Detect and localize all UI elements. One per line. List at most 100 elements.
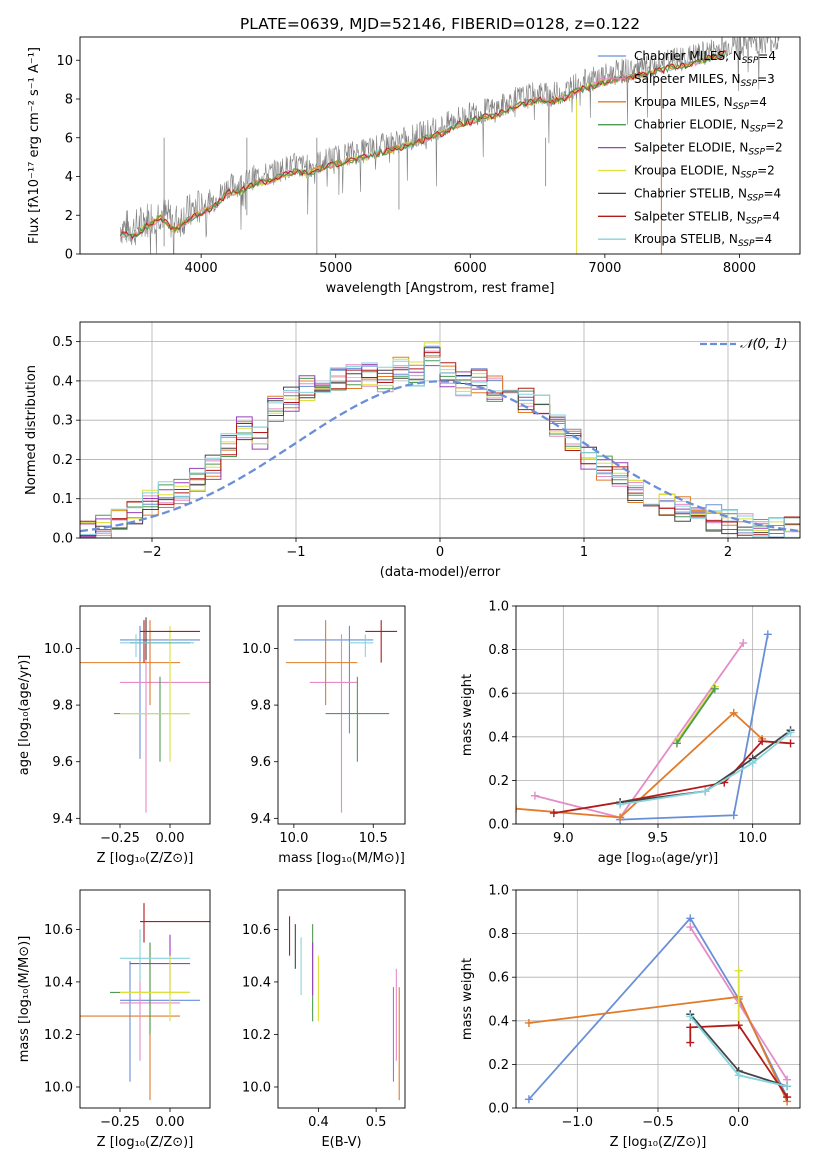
spectrum-title: PLATE=0639, MJD=52146, FIBERID=0128, z=0… (240, 15, 640, 33)
legend-entry: Chabrier ELODIE, NSSP=2 (634, 118, 784, 135)
series-line-kroupa_stelib (619, 731, 792, 806)
x-tick-label: 0.00 (156, 831, 185, 846)
legend-entry: Kroupa MILES, NSSP=4 (634, 95, 767, 112)
marker-salpeter_stelib (549, 809, 558, 818)
y-axis-label: age [log₁₀(age/yr)] (17, 655, 32, 776)
x-tick-label: 7000 (588, 261, 621, 276)
marker-chabrier_miles (524, 1095, 533, 1104)
x-tick-label: 1 (580, 545, 588, 560)
legend-entry: Chabrier MILES, NSSP=4 (634, 49, 776, 66)
age_vs_mass-plot (285, 620, 398, 813)
marker-kroupa_stelib (734, 1071, 743, 1080)
x-tick-label: 0 (436, 545, 444, 560)
age_vs_Z-frame (79, 605, 211, 825)
marker-kroupa_stelib (616, 800, 625, 809)
marker-salpeter_stelib (783, 1093, 792, 1102)
y-axis-label: Flux [fλ10⁻¹⁷ erg cm⁻² s⁻¹ A⁻¹] (27, 47, 42, 244)
x-tick-label: 5000 (319, 261, 352, 276)
y-tick-label: 9.4 (52, 812, 73, 827)
series-line-chabrier_stelib (619, 729, 792, 804)
y-tick-label: 4 (65, 170, 73, 185)
y-tick-label: 8 (65, 93, 73, 108)
y-tick-label: 10.2 (242, 1028, 271, 1043)
x-axis-label: age [log₁₀(age/yr)] (598, 851, 719, 866)
age_vs_Z-axes (76, 648, 171, 828)
y-tick-label: 10.0 (242, 1080, 271, 1095)
series-line-salpeter_stelib (689, 1024, 788, 1098)
x-tick-label: −1.0 (562, 1115, 594, 1130)
y-tick-label: 0.8 (488, 643, 509, 658)
residual-plot (80, 342, 800, 538)
marker-chabrier_elodie (672, 739, 681, 748)
y-tick-label: 0.6 (488, 687, 509, 702)
mass_vs_Z-frame (79, 889, 211, 1109)
legend-entry: Salpeter MILES, NSSP=3 (634, 72, 775, 89)
x-tick-label: 10.0 (738, 831, 767, 846)
legend-entry: Salpeter STELIB, NSSP=4 (634, 209, 780, 226)
x-axis-label: wavelength [Angstrom, rest frame] (326, 281, 555, 296)
y-tick-label: 0.2 (52, 453, 73, 468)
marker-salpeter_miles (686, 923, 695, 932)
marker-kroupa_miles (524, 1018, 533, 1027)
marker-kroupa_miles (616, 813, 625, 822)
spectrum-frame (79, 36, 801, 255)
y-tick-label: 9.6 (250, 755, 271, 770)
marker-kroupa_miles (729, 708, 738, 717)
mass_vs_ebv-frame (277, 889, 406, 1109)
x-tick-label: −2 (142, 545, 161, 560)
legend-entry: Kroupa ELODIE, NSSP=2 (634, 164, 775, 181)
weight_vs_age-frame (515, 605, 801, 825)
y-tick-label: 0.0 (488, 818, 509, 833)
y-tick-label: 0.5 (52, 335, 73, 350)
y-tick-label: 0.2 (488, 1058, 509, 1073)
y-tick-label: 0.4 (52, 374, 73, 389)
marker-kroupa_stelib (783, 1082, 792, 1091)
x-tick-label: 4000 (185, 261, 218, 276)
y-tick-label: 10.4 (242, 975, 271, 990)
y-tick-label: 9.8 (250, 699, 271, 714)
marker-kroupa_stelib (748, 758, 757, 767)
series-line-kroupa_elodie (676, 686, 716, 742)
series-line-kroupa_miles (516, 711, 763, 819)
x-tick-label: 9.0 (553, 831, 574, 846)
y-axis-label: Normed distribution (24, 365, 39, 495)
x-axis-label: (data-model)/error (380, 565, 501, 580)
marker-kroupa_stelib (686, 1012, 695, 1021)
legend-entry: Salpeter ELODIE, NSSP=2 (634, 141, 783, 158)
y-tick-label: 10 (56, 54, 73, 69)
x-tick-label: 8000 (723, 261, 756, 276)
x-tick-label: 0.00 (156, 1115, 185, 1130)
y-tick-label: 1.0 (488, 884, 509, 899)
y-axis-label: mass [log₁₀(M/M⊙)] (17, 936, 32, 1063)
mass_vs_ebv-plot (288, 916, 400, 1101)
y-tick-label: 0.4 (488, 730, 509, 745)
x-tick-label: 6000 (454, 261, 487, 276)
x-axis-label: Z [log₁₀(Z/Z⊙)] (610, 1135, 707, 1150)
y-tick-label: 0.1 (52, 492, 73, 507)
series-line-chabrier_elodie (676, 688, 716, 744)
weight_vs_Z-frame (515, 889, 801, 1109)
marker-kroupa_elodie (734, 966, 743, 975)
x-axis-label: Z [log₁₀(Z/Z⊙)] (97, 851, 194, 866)
marker-salpeter_stelib (786, 739, 795, 748)
y-tick-label: 0.2 (488, 774, 509, 789)
marker-salpeter_stelib (686, 1038, 695, 1047)
y-tick-label: 10.0 (44, 1080, 73, 1095)
y-tick-label: 10.0 (242, 642, 271, 657)
y-tick-label: 6 (65, 131, 73, 146)
model-spectrum-chabrier_elodie (119, 50, 727, 238)
x-axis-label: E(B-V) (321, 1135, 361, 1150)
y-tick-label: 0.6 (488, 971, 509, 986)
histogram-kroupa_stelib (80, 356, 800, 538)
y-tick-label: 0.4 (488, 1014, 509, 1029)
marker-kroupa_stelib (701, 787, 710, 796)
mass_vs_Z-plot (80, 903, 210, 1101)
gaussian-curve (80, 380, 800, 533)
x-tick-label: −0.5 (642, 1115, 674, 1130)
x-tick-label: 10.5 (359, 831, 388, 846)
legend-entry: 𝒩(0, 1) (740, 337, 787, 352)
x-axis-label: Z [log₁₀(Z/Z⊙)] (97, 1135, 194, 1150)
marker-salpeter_miles (530, 791, 539, 800)
series-line-salpeter_stelib (553, 740, 791, 814)
